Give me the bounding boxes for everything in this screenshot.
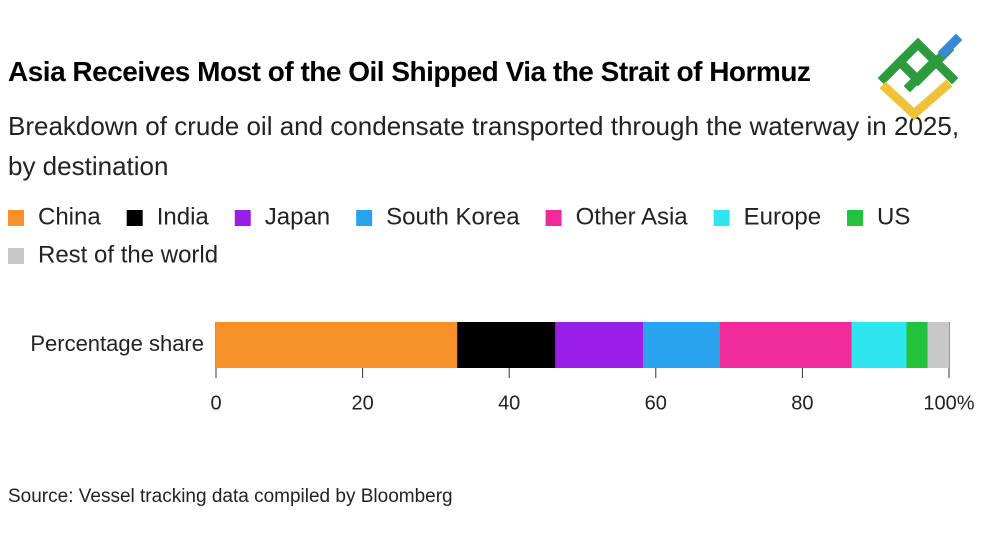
x-tick-label: 0 (210, 392, 221, 414)
legend-swatch (8, 210, 24, 226)
legend-label: US (877, 203, 910, 230)
legend-swatch (356, 210, 373, 226)
source-note: Source: Vessel tracking data compiled by… (8, 486, 453, 507)
legend-label: Rest of the world (38, 241, 218, 268)
bar-segment (719, 322, 852, 368)
bar-segment (457, 322, 556, 368)
legend-label: Japan (265, 203, 330, 230)
y-tick-label: Percentage share (30, 331, 204, 356)
x-tick-label: 20 (351, 392, 373, 414)
logo (877, 33, 963, 121)
bar-segment (555, 322, 644, 368)
chart-title: Asia Receives Most of the Oil Shipped Vi… (8, 56, 811, 87)
legend-swatch (234, 210, 251, 226)
bar-segment (851, 322, 907, 368)
bar-segment (216, 322, 458, 368)
bar-segment (906, 322, 928, 368)
x-tick-label: 100% (923, 392, 974, 414)
bar-segment (927, 322, 949, 368)
legend-swatch (847, 210, 864, 226)
legend-label: Europe (744, 203, 821, 230)
legend-swatch (126, 210, 143, 226)
legend-label: South Korea (386, 203, 520, 230)
x-tick-label: 60 (645, 392, 667, 414)
legend-swatch (8, 248, 24, 264)
legend-label: Other Asia (576, 203, 689, 230)
x-tick-label: 80 (791, 392, 813, 414)
chart-subtitle: Breakdown of crude oil and condensate tr… (8, 111, 960, 181)
legend-label: China (38, 203, 101, 230)
legend-swatch (713, 210, 730, 226)
legend-label: India (157, 203, 210, 230)
bar-segment (643, 322, 720, 368)
x-tick-label: 40 (498, 392, 520, 414)
legend-swatch (545, 210, 562, 226)
